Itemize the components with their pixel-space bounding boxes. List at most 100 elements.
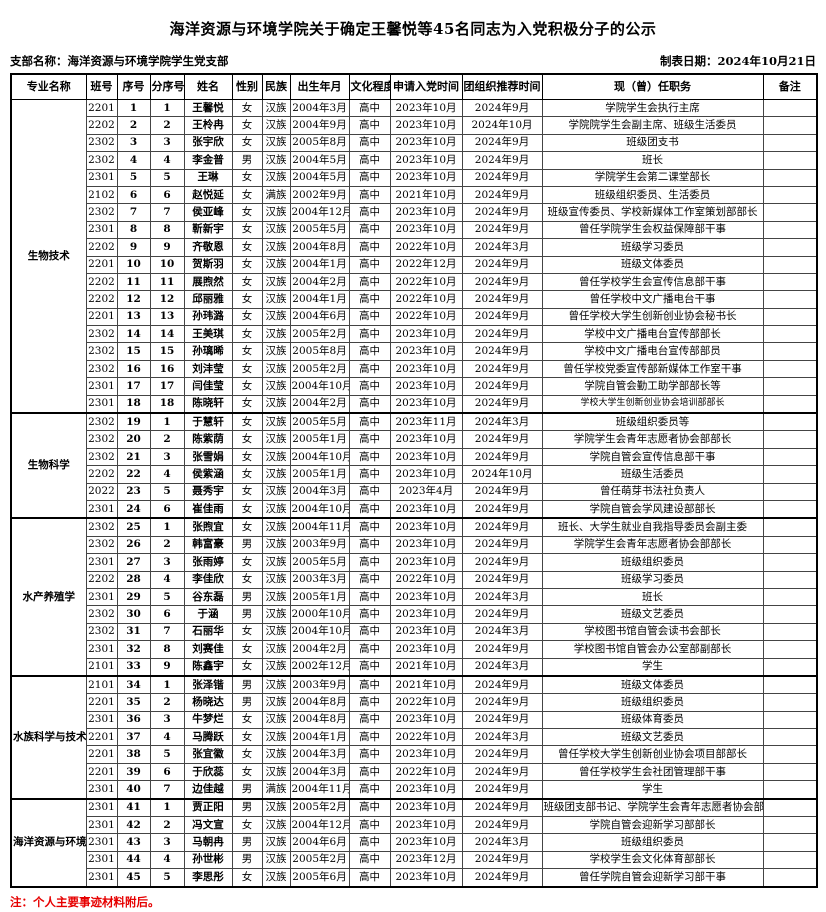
cell-seq: 16 [116, 359, 151, 379]
column-header-1: 班号 [85, 73, 118, 100]
cell-education: 高中 [348, 465, 391, 484]
cell-class_no: 2302 [85, 622, 118, 642]
cell-birth: 2004年3月 [289, 98, 350, 118]
cell-sub_seq: 5 [149, 587, 185, 607]
cell-gender: 男 [231, 151, 263, 170]
cell-position: 曾任学校大学生创新创业协会项目部部长 [541, 745, 764, 764]
cell-league_date: 2024年9月 [461, 203, 543, 222]
cell-gender: 男 [231, 587, 263, 607]
column-header-5: 性别 [231, 73, 263, 100]
cell-league_date: 2024年9月 [461, 797, 543, 818]
cell-league_date: 2024年9月 [461, 359, 543, 379]
cell-gender: 男 [231, 833, 263, 852]
cell-apply_date: 2022年10月 [389, 570, 463, 589]
cell-name: 张泽锴 [183, 674, 233, 695]
cell-apply_date: 2022年10月 [389, 693, 463, 712]
cell-seq: 29 [116, 587, 151, 607]
cell-birth: 2003年3月 [289, 570, 350, 589]
cell-class_no: 2301 [85, 220, 118, 240]
cell-name: 孙璃晞 [183, 342, 233, 361]
cell-sub_seq: 4 [149, 570, 185, 589]
cell-ethnicity: 汉族 [261, 816, 291, 835]
cell-birth: 2004年10月 [289, 622, 350, 642]
cell-seq: 11 [116, 272, 151, 292]
cell-apply_date: 2023年10月 [389, 203, 463, 222]
cell-class_no: 2301 [85, 850, 118, 870]
cell-class_no: 2201 [85, 728, 118, 747]
cell-ethnicity: 汉族 [261, 499, 291, 519]
cell-education: 高中 [348, 185, 391, 205]
cell-league_date: 2024年9月 [461, 133, 543, 153]
cell-seq: 32 [116, 640, 151, 659]
cell-class_no: 2301 [85, 868, 118, 888]
cell-apply_date: 2023年4月 [389, 482, 463, 501]
cell-position: 曾任学校党委宣传部新媒体工作室干事 [541, 359, 764, 379]
cell-apply_date: 2023年10月 [389, 325, 463, 344]
cell-education: 高中 [348, 762, 391, 782]
cell-ethnicity: 汉族 [261, 430, 291, 449]
cell-ethnicity: 汉族 [261, 98, 291, 118]
cell-league_date: 2024年9月 [461, 220, 543, 240]
cell-position: 学校图书馆自管会读书会部长 [541, 622, 764, 642]
cell-remark [762, 133, 818, 153]
cell-class_no: 2201 [85, 693, 118, 712]
cell-gender: 女 [231, 342, 263, 361]
table-row: 2302 7 7 侯亚峰女汉族 2004年12月 高中 2023年10月 2024年9月 班级宣… [11, 203, 818, 222]
cell-ethnicity: 汉族 [261, 255, 291, 274]
cell-birth: 2005年1月 [289, 430, 350, 449]
cell-league_date: 2024年9月 [461, 762, 543, 782]
cell-sub_seq: 2 [149, 116, 185, 135]
cell-seq: 7 [116, 203, 151, 222]
cell-remark [762, 255, 818, 274]
cell-league_date: 2024年3月 [461, 238, 543, 257]
cell-class_no: 2301 [85, 797, 118, 818]
cell-sub_seq: 6 [149, 605, 185, 624]
cell-seq: 42 [116, 816, 151, 835]
cell-position: 班级文艺委员 [541, 728, 764, 747]
cell-class_no: 2201 [85, 307, 118, 327]
cell-remark [762, 272, 818, 292]
cell-sub_seq: 8 [149, 220, 185, 240]
cell-birth: 2003年9月 [289, 535, 350, 555]
cell-class_no: 2201 [85, 255, 118, 274]
table-row: 2302 16 16 刘沣莹女汉族 2005年2月 高中 2023年10月 2024年9月 曾任… [11, 359, 818, 379]
cell-ethnicity: 汉族 [261, 728, 291, 747]
cell-position: 学校大学生创新创业协会培训部部长 [541, 394, 764, 414]
cell-apply_date: 2023年10月 [389, 394, 463, 414]
cell-seq: 5 [116, 168, 151, 187]
cell-remark [762, 394, 818, 414]
cell-position: 班级体育委员 [541, 710, 764, 730]
cell-position: 学校图书馆自管会办公室部副部长 [541, 640, 764, 659]
cell-remark [762, 850, 818, 870]
cell-class_no: 2302 [85, 203, 118, 222]
cell-ethnicity: 汉族 [261, 745, 291, 764]
table-row: 2301 40 7 边佳越男满族 2004年11月 高中 2023年10月 2024年9月 学生 [11, 780, 818, 800]
cell-apply_date: 2021年10月 [389, 657, 463, 677]
cell-remark [762, 203, 818, 222]
cell-remark [762, 359, 818, 379]
cell-seq: 27 [116, 553, 151, 572]
cell-seq: 37 [116, 728, 151, 747]
cell-class_no: 2302 [85, 517, 118, 537]
cell-seq: 10 [116, 255, 151, 274]
cell-league_date: 2024年3月 [461, 587, 543, 607]
cell-gender: 女 [231, 220, 263, 240]
table-header: 专业名称班号序号分序号姓名性别民族出生年月文化程度申请入党时间团组织推荐时间现（… [10, 73, 818, 100]
cell-class_no: 2301 [85, 816, 118, 835]
cell-class_no: 2301 [85, 168, 118, 187]
table-row: 2201 38 5 张宜徽女汉族 2004年3月 高中 2023年10月 2024年9月 曾任学… [11, 745, 818, 764]
cell-position: 学院院学生会副主席、班级生活委员 [541, 116, 764, 135]
cell-name: 于涵 [183, 605, 233, 624]
cell-apply_date: 2023年10月 [389, 587, 463, 607]
cell-remark [762, 833, 818, 852]
cell-gender: 女 [231, 203, 263, 222]
cell-name: 崔佳雨 [183, 499, 233, 519]
cell-seq: 23 [116, 482, 151, 501]
cell-education: 高中 [348, 605, 391, 624]
cell-ethnicity: 汉族 [261, 553, 291, 572]
cell-league_date: 2024年3月 [461, 622, 543, 642]
cell-birth: 2004年9月 [289, 116, 350, 135]
cell-sub_seq: 1 [149, 517, 185, 537]
cell-education: 高中 [348, 325, 391, 344]
table-row: 2201 13 13 孙玮潞女汉族 2004年6月 高中 2022年10月 2024年9月 曾任… [11, 307, 818, 327]
